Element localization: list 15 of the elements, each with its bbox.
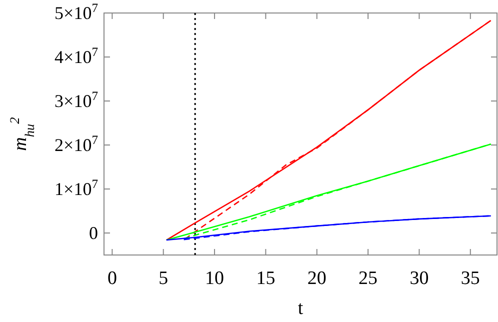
x-tick-label: 10 <box>205 268 224 289</box>
y-tick-label: 0 <box>89 223 98 243</box>
x-tick-label: 15 <box>256 268 276 289</box>
y-tick-label: 4×10$^{7}$ <box>54 45 98 67</box>
x-axis-title: t <box>298 298 304 319</box>
x-tick-label: 20 <box>307 268 326 289</box>
y-tick-label: 1×10$^{7}$ <box>54 177 98 199</box>
x-tick-label: 35 <box>460 268 480 289</box>
x-tick-label: 25 <box>358 268 378 289</box>
y-tick-label: 3×10$^{7}$ <box>54 89 98 111</box>
x-tick-label: 5 <box>158 268 168 289</box>
x-tick-label: 0 <box>107 268 117 289</box>
x-tick-label: 30 <box>410 268 429 289</box>
y-tick-label: 5×10$^{7}$ <box>54 1 98 23</box>
y-tick-label: 2×10$^{7}$ <box>54 133 98 155</box>
